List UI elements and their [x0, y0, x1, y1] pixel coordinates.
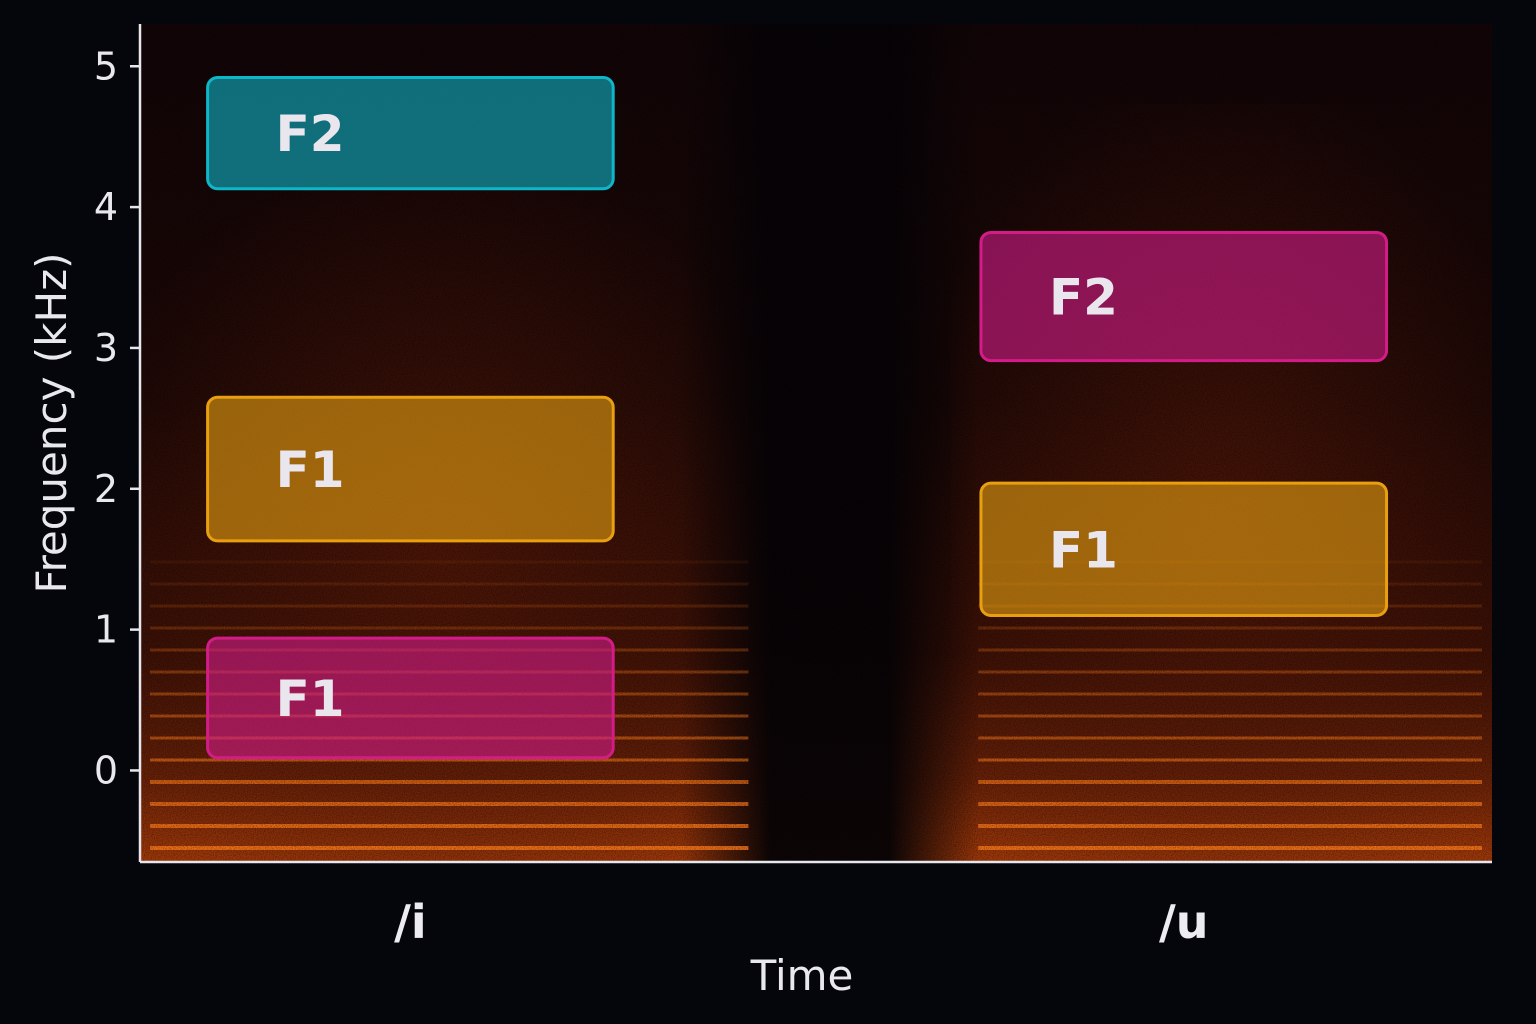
y-tick-label: 2 — [94, 467, 118, 511]
y-axis-title: Frequency (kHz) — [27, 252, 76, 593]
x-category-label: /i — [394, 895, 427, 949]
y-axis-ticks: 0 1 2 3 4 5 — [94, 44, 140, 792]
axes: 0 1 2 3 4 5 /i/u — [94, 24, 1492, 949]
formant-band: F1 — [206, 636, 615, 760]
y-tick-label: 0 — [94, 748, 118, 792]
formant-band-label: F1 — [276, 441, 345, 499]
formant-band: F1 — [206, 395, 615, 543]
x-axis-categories: /i/u — [394, 895, 1208, 949]
formant-band-label: F2 — [276, 105, 345, 163]
formant-band-box — [206, 636, 615, 760]
y-tick-label: 3 — [94, 326, 118, 370]
y-tick-label: 1 — [94, 608, 118, 652]
y-tick-label: 5 — [94, 44, 118, 88]
formant-band-label: F2 — [1049, 269, 1118, 327]
x-category-label: /u — [1159, 895, 1209, 949]
formant-band-label: F1 — [1049, 521, 1118, 579]
x-axis-title: Time — [750, 951, 854, 1000]
formant-band-label: F1 — [276, 670, 345, 728]
formant-band-box — [206, 76, 615, 191]
formant-band: F2 — [979, 230, 1389, 363]
formant-band-box — [206, 395, 615, 543]
formant-band: F1 — [979, 481, 1389, 618]
formant-band: F2 — [206, 76, 615, 191]
formant-bands: F2 F1 F1 F2 F1 — [206, 76, 1389, 760]
y-tick-label: 4 — [94, 185, 118, 229]
formant-band-box — [979, 481, 1389, 618]
formant-band-box — [979, 230, 1389, 363]
